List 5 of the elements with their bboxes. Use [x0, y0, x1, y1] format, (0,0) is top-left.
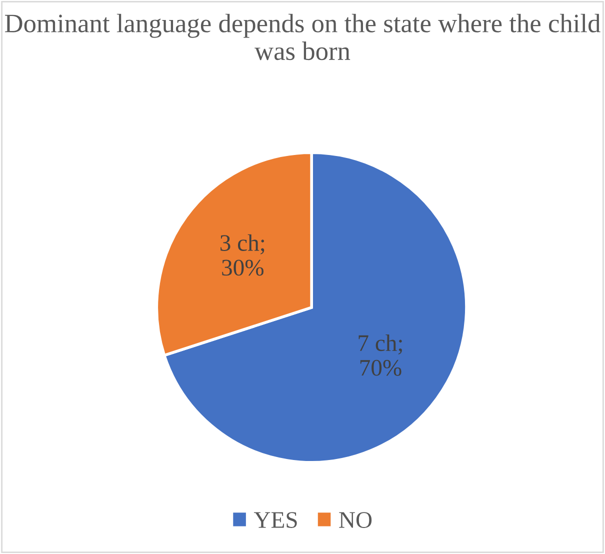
legend-label: NO — [339, 512, 372, 528]
chart-title: Dominant language depends on the state where the child was born — [5, 14, 600, 60]
data-label: 3 ch; 30% — [220, 234, 264, 276]
data-label: 7 ch; 70% — [358, 334, 402, 376]
legend-label: YES — [254, 512, 297, 528]
